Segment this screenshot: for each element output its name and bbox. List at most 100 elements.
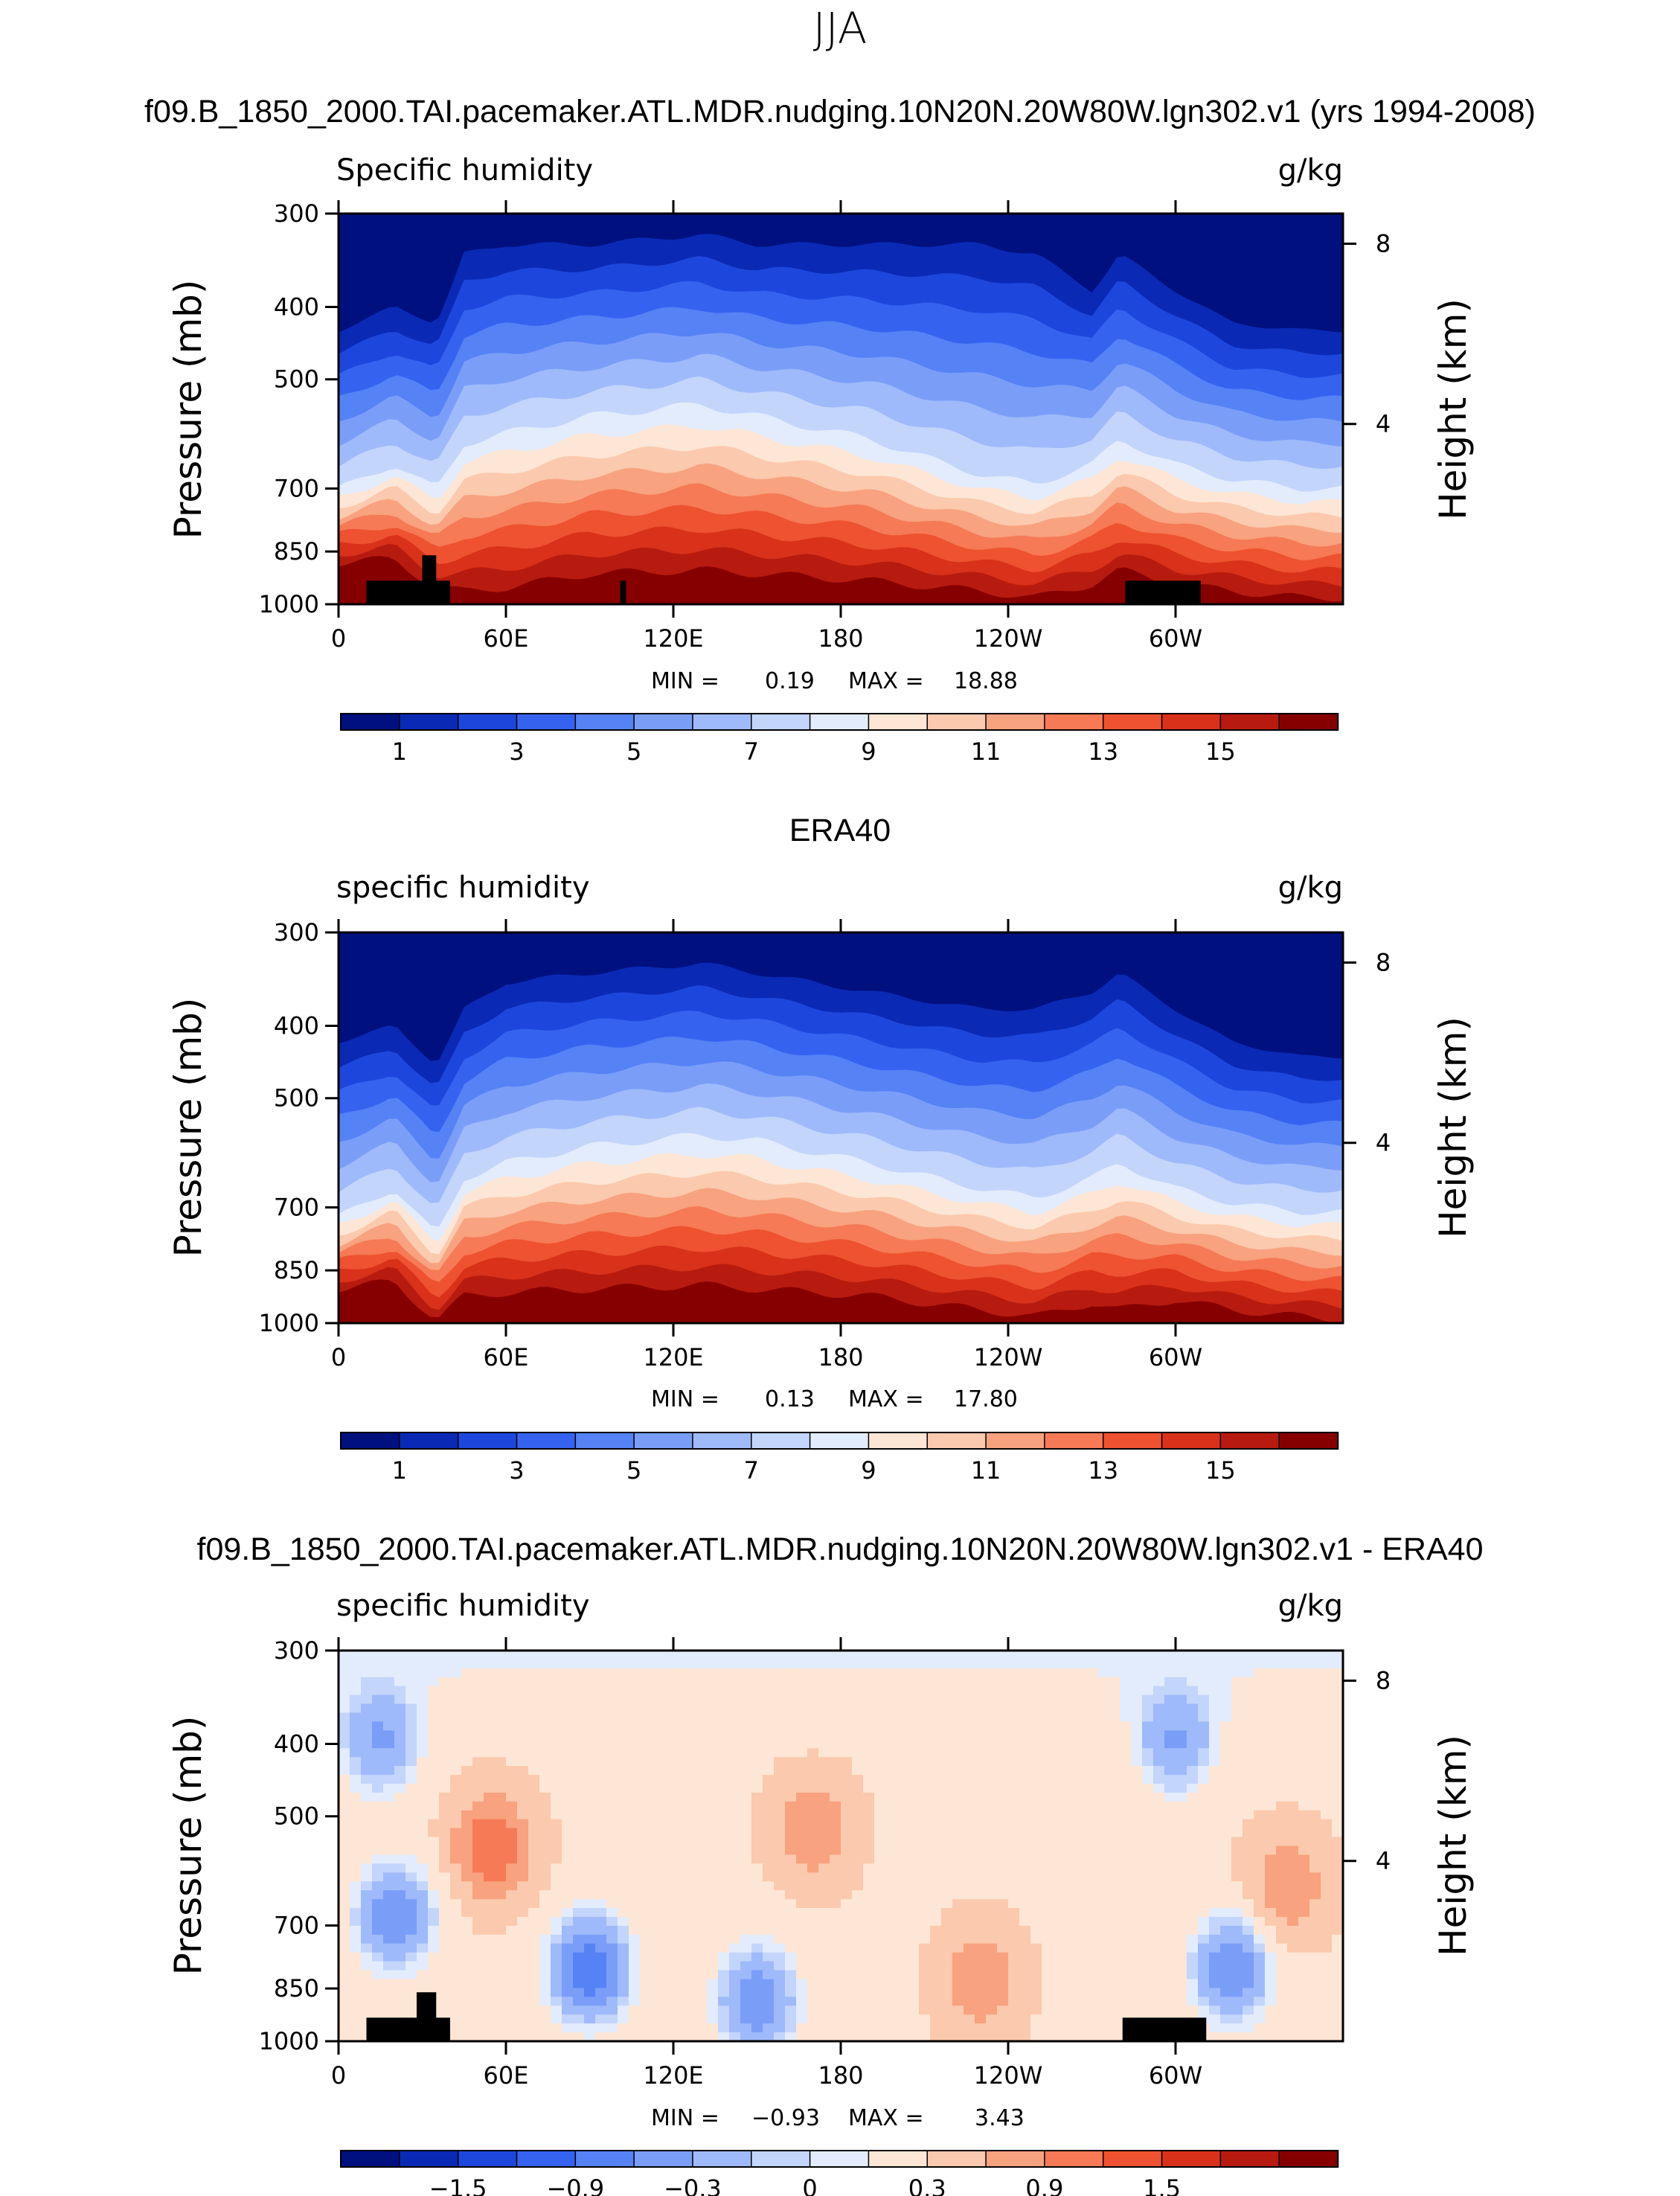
contour-cell [1187, 2005, 1199, 2015]
contour-cell [807, 1694, 819, 1705]
contour-cell [1231, 1730, 1243, 1740]
contour-cell [1164, 1703, 1176, 1714]
contour-cell [573, 1739, 585, 1749]
contour-cell [1053, 1730, 1065, 1740]
contour-cell [595, 1828, 607, 1838]
contour-cell [807, 1677, 819, 1687]
contour-cell [1008, 1775, 1020, 1784]
contour-cell [1243, 2005, 1254, 2015]
contour-cell [841, 1703, 853, 1714]
contour-cell [1209, 1908, 1221, 1918]
contour-cell [573, 1651, 585, 1660]
contour-cell [528, 2014, 540, 2024]
contour-cell [763, 1748, 775, 1758]
contour-cell [1187, 1854, 1199, 1864]
contour-cell [1153, 1925, 1165, 1936]
contour-cell [1309, 2014, 1321, 2024]
contour-cell [751, 1748, 763, 1758]
contour-cell [1243, 1677, 1254, 1687]
contour-cell [919, 1792, 931, 1802]
contour-cell [461, 1659, 473, 1669]
contour-cell [874, 1952, 886, 1962]
contour-cell [763, 1934, 775, 1944]
contour-cell [595, 1908, 607, 1918]
contour-cell [841, 1828, 853, 1838]
contour-cell [584, 1961, 596, 1971]
contour-cell [339, 1943, 350, 1953]
contour-cell [763, 1819, 775, 1829]
contour-cell [1086, 1854, 1098, 1864]
contour-cell [1120, 1810, 1132, 1820]
contour-cell [919, 1881, 931, 1891]
contour-cell [1030, 1819, 1042, 1829]
contour-cell [1209, 1988, 1221, 1997]
contour-cell [618, 1854, 629, 1864]
contour-cell [1187, 1819, 1199, 1829]
contour-cell [1265, 1748, 1277, 1758]
contour-cell [964, 1916, 975, 1927]
contour-cell [1298, 2032, 1310, 2041]
contour-cell [841, 1748, 853, 1758]
contour-cell [1042, 1801, 1054, 1811]
contour-cell [774, 2014, 786, 2024]
contour-cell [1276, 1659, 1288, 1669]
contour-cell [372, 1730, 384, 1740]
contour-cell [740, 1916, 752, 1927]
contour-cell [1298, 1934, 1310, 1944]
contour-cell [1086, 1846, 1098, 1856]
contour-cell [863, 2014, 875, 2024]
contour-cell [1187, 1925, 1199, 1936]
contour-cell [573, 2023, 585, 2033]
contour-cell [1142, 1863, 1154, 1873]
contour-cell [461, 1694, 473, 1705]
contour-cell [718, 1703, 730, 1714]
contour-cell [1153, 1934, 1165, 1944]
contour-cell [964, 2023, 975, 2033]
contour-cell [428, 1783, 440, 1793]
contour-cell [1075, 1934, 1087, 1944]
contour-cell [350, 2032, 362, 2041]
contour-cell [562, 1961, 574, 1971]
contour-cell [439, 1970, 451, 1980]
contour-cell [1298, 1766, 1310, 1776]
contour-cell [729, 1677, 741, 1687]
contour-cell [874, 1970, 886, 1980]
contour-cell [908, 1961, 920, 1971]
contour-cell [718, 1961, 730, 1971]
contour-cell [1053, 1952, 1065, 1962]
contour-cell [930, 2032, 942, 2041]
contour-cell [640, 2005, 652, 2015]
contour-cell [729, 1934, 741, 1944]
contour-cell [941, 2014, 953, 2024]
contour-cell [718, 1651, 730, 1660]
contour-cell [807, 1739, 819, 1749]
contour-cell [495, 1925, 507, 1936]
contour-cell [729, 1748, 741, 1758]
contour-cell [640, 1997, 652, 2006]
contour-cell [785, 1766, 797, 1776]
contour-cell [1064, 1651, 1076, 1660]
contour-cell [1243, 1775, 1254, 1784]
contour-cell [729, 1659, 741, 1669]
contour-cell [718, 1775, 730, 1784]
contour-cell [863, 1686, 875, 1696]
contour-cell [562, 1846, 574, 1856]
contour-cell [606, 1863, 618, 1873]
contour-cell [461, 1846, 473, 1856]
contour-cell [472, 2023, 484, 2033]
contour-cell [662, 1686, 674, 1696]
contour-cell [1164, 1846, 1176, 1856]
contour-cell [1120, 1801, 1132, 1811]
contour-cell [1276, 1730, 1288, 1740]
contour-cell [517, 1686, 529, 1696]
contour-cell [595, 1739, 607, 1749]
contour-cell [818, 1997, 830, 2006]
contour-cell [941, 1694, 953, 1705]
contour-cell [551, 1872, 562, 1882]
contour-cell [1075, 1846, 1087, 1856]
contour-cell [774, 1801, 786, 1811]
contour-cell [1187, 1757, 1199, 1767]
contour-cell [986, 1997, 998, 2006]
contour-cell [673, 1863, 685, 1873]
contour-cell [897, 1783, 908, 1793]
